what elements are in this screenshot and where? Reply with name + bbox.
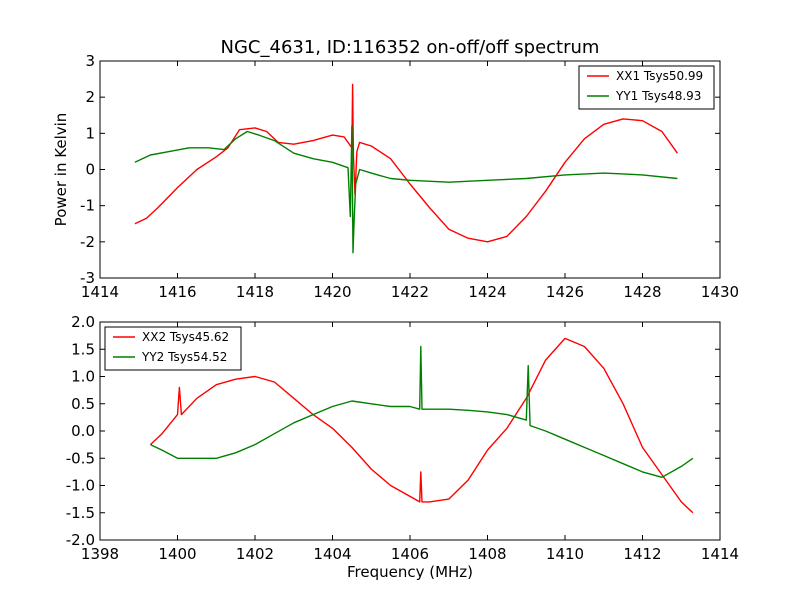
x-tick-label: 1398 <box>81 545 119 563</box>
x-tick-label: 1420 <box>313 283 351 301</box>
y-tick-label: -0.5 <box>66 449 95 467</box>
legend-label: XX1 Tsys50.99 <box>616 69 703 83</box>
legend-label: XX2 Tsys45.62 <box>142 330 229 344</box>
y-tick-label: -1.5 <box>66 504 95 522</box>
series-line-yy1 <box>134 125 678 254</box>
x-tick-label: 1414 <box>701 545 739 563</box>
x-tick-label: 1426 <box>546 283 584 301</box>
x-tick-label: 1424 <box>468 283 506 301</box>
series-line-xx2 <box>149 337 694 514</box>
chart-title: NGC_4631, ID:116352 on-off/off spectrum <box>221 37 600 58</box>
x-tick-label: 1428 <box>623 283 661 301</box>
bottom-panel: 1398 1400 1402 1404 1406 1408 1410 1412 1414 -2.0… <box>66 313 739 581</box>
y-tick-label: -3 <box>80 269 95 287</box>
legend: XX2 Tsys45.62 YY2 Tsys54.52 <box>104 326 242 371</box>
y-tick-label: -1 <box>80 197 95 215</box>
y-tick-label: 3 <box>85 52 95 70</box>
y-axis-label: Power in Kelvin <box>52 113 70 227</box>
y-tick-label: -2.0 <box>66 531 95 549</box>
y-tick-label: 1 <box>85 124 95 142</box>
y-tick-label: 0 <box>85 161 95 179</box>
y-tick-label: 2.0 <box>71 313 95 331</box>
legend-label: YY1 Tsys48.93 <box>615 89 701 103</box>
x-tick-label: 1402 <box>236 545 274 563</box>
x-tick-label: 1416 <box>158 283 196 301</box>
x-tick-label: 1412 <box>623 545 661 563</box>
x-tick-label: 1408 <box>468 545 506 563</box>
y-tick-label: 0.0 <box>71 422 95 440</box>
y-tick-label: 0.5 <box>71 395 95 413</box>
legend: XX1 Tsys50.99 YY1 Tsys48.93 <box>578 65 715 110</box>
x-tick-label: 1400 <box>158 545 196 563</box>
y-tick-label: 2 <box>85 88 95 106</box>
x-tick-label: 1414 <box>81 283 119 301</box>
y-tick-label: -1.0 <box>66 477 95 495</box>
x-tick-label: 1406 <box>391 545 429 563</box>
y-tick-label: 1.5 <box>71 340 95 358</box>
x-tick-label: 1418 <box>236 283 274 301</box>
x-tick-label: 1430 <box>701 283 739 301</box>
y-tick-label: -2 <box>80 233 95 251</box>
x-axis-label: Frequency (MHz) <box>347 563 473 581</box>
top-panel: 1414 1416 1418 1420 1422 1424 1426 1428 1430 -3 -2… <box>52 52 739 301</box>
x-tick-label: 1410 <box>546 545 584 563</box>
y-tick-label: 1.0 <box>71 368 95 386</box>
series-line-yy2 <box>150 345 694 478</box>
x-tick-label: 1404 <box>313 545 351 563</box>
x-tick-label: 1422 <box>391 283 429 301</box>
legend-label: YY2 Tsys54.52 <box>141 350 227 364</box>
